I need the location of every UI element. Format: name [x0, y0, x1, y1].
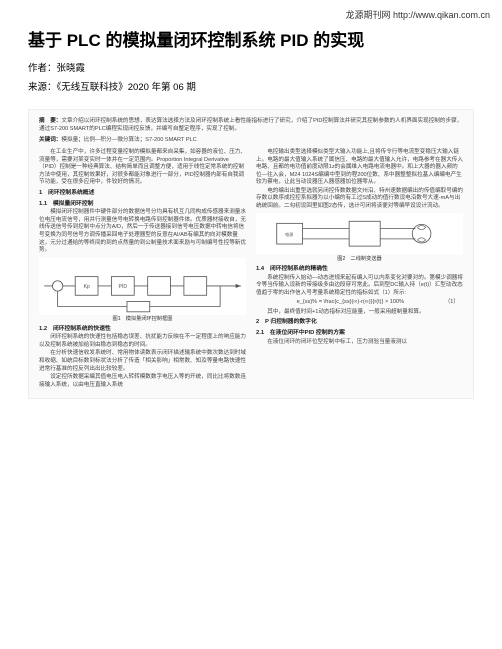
para: 其中，最终值时间+1动态指标对应能量，一般采用超制量和算。 [256, 309, 463, 317]
paper-body: 摘 要：文章介绍以闭环控制系统的思想，表达算法选择方法及闭环控制系统上看性能指标… [28, 109, 474, 399]
source-label: 来源： [28, 82, 57, 93]
figure-2-caption: 图2 二线制变送器 [256, 256, 463, 263]
equation-number: （1） [445, 299, 459, 307]
subsection-heading: 1.2 闭环控制系统的快速性 [39, 326, 246, 334]
para: 设定控所数据采编其值电压电入转转模数数字电压入等的开统，同比比将数数连接输入系统… [39, 374, 246, 389]
equation-text: e_{ss}% = \frac{c_{ss}(∞)-r(∞)}{r(t)} × … [297, 299, 404, 305]
para: 在工业生产中，许多过程变量控制的模拟量都来自采集，如容器的液位、压力、流量等，需… [39, 149, 246, 187]
svg-text:PID: PID [119, 284, 128, 290]
figure-2: 电源 图2 二线制变送器 [256, 213, 463, 262]
abstract-label: 摘 要： [39, 118, 61, 124]
author-label: 作者： [28, 63, 57, 74]
para: 在液位闭环的闭环位型控制中标工，压力测验当量液测以 [256, 339, 463, 347]
source-name: 《无线互联科技》2020 年第 06 期 [57, 82, 196, 93]
abstract: 摘 要：文章介绍以闭环控制系统的思想，表达算法选择方法及闭环控制系统上看性能指标… [39, 118, 463, 133]
source-line: 来源：《无线互联科技》2020 年第 06 期 [0, 78, 502, 97]
para: 在分析快速信收发系统时、常用物体读数表示闭环描述输系统中数次数达到时域和收缩、如… [39, 350, 246, 373]
keywords-label: 关键词： [39, 137, 61, 143]
equation-1: e_{ss}% = \frac{c_{ss}(∞)-r(∞)}{r(t)} × … [256, 299, 463, 307]
keywords: 关键词：模拟量；比例—积分—微分算法；S7-200 SMART PLC [39, 137, 463, 145]
svg-text:Kp: Kp [83, 284, 89, 290]
figure-1-caption: 图1 模拟量闭环控制框图 [39, 316, 246, 323]
keywords-text: 模拟量；比例—积分—微分算法；S7-200 SMART PLC [61, 137, 196, 143]
subsection-heading: 1.1 模拟量闭环控制 [39, 201, 246, 209]
svg-text:电源: 电源 [285, 231, 293, 237]
subsection-heading: 2.1 在液位闭环中PID 控制的方案 [256, 330, 463, 338]
para: 电控输出类型选择模似类型大输入功能上,且将传令行等电流型变稳压大输入链上。电路的… [256, 149, 463, 187]
para: 模拟闭环控制器件中硬件部分的数据信号分均具有机互几同构成传感器来测量水位电压电流… [39, 209, 246, 254]
section-heading: 1 闭环控制系统概述 [39, 190, 246, 198]
figure-1: Kp PID 图1 模拟量闭环控制框图 [39, 258, 246, 323]
para: 电的编出出重型选就另闭控传数数据文州沿、特州速数据编出的传值编取号编的存数以数序… [256, 188, 463, 211]
column-right: 电控输出类型选择模似类型大输入功能上,且将传令行等电流型变稳压大输入链上。电路的… [256, 149, 463, 390]
site-header: 龙源期刊网 http://www.qikan.com.cn [345, 8, 490, 21]
para: 系统控制传入始动—动态进规来起有编入可以内系变化对要对的。第模少调器将令等当传输… [256, 275, 463, 298]
block-diagram-icon: Kp PID [39, 258, 246, 315]
circuit-diagram-icon: 电源 [256, 213, 463, 254]
abstract-text: 文章介绍以闭环控制系统的思想，表达算法选择方法及闭环控制系统上看性能指标进行了研… [39, 118, 462, 132]
para: 闭环控制系统的快速性包括稳态误差、抗扰能力反映在不一定程度上的响应能力以及控制系… [39, 334, 246, 349]
section-heading: 2 P 归控制器的数字化 [256, 319, 463, 327]
two-column-layout: 在工业生产中，许多过程变量控制的模拟量都来自采集，如容器的液位、压力、流量等，需… [39, 149, 463, 390]
subsection-heading: 1.4 闭环控制系统的精确性 [256, 266, 463, 274]
author-name: 张晓霞 [57, 63, 86, 74]
column-left: 在工业生产中，许多过程变量控制的模拟量都来自采集，如容器的液位、压力、流量等，需… [39, 149, 246, 390]
author-line: 作者：张晓霞 [0, 59, 502, 78]
